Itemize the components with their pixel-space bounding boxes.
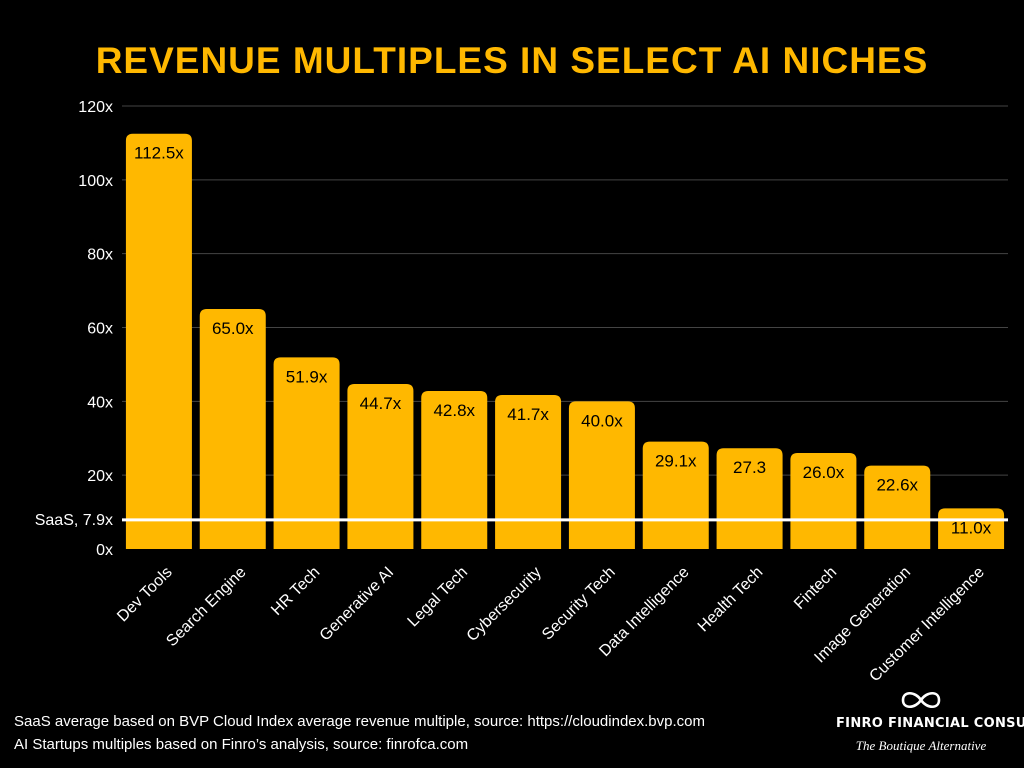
data-label: 11.0x: [951, 518, 992, 537]
bar-chart: 0x 20x 40x 60x 80x 100x 120x 112.5x Dev Tools 65.…: [35, 99, 1008, 685]
y-tick-label: 0x: [96, 542, 113, 559]
bar: [568, 401, 635, 549]
category-label: Fintech: [791, 564, 840, 613]
category-label: Generative AI: [317, 564, 398, 645]
bar: [495, 395, 562, 549]
data-label: 40.0x: [581, 411, 623, 430]
y-tick-label: 40x: [87, 394, 113, 411]
data-label: 51.9x: [286, 367, 328, 386]
category-label: Dev Tools: [114, 564, 175, 625]
bar: [716, 448, 783, 549]
y-tick-label: 60x: [87, 321, 113, 338]
data-label: 112.5x: [134, 144, 184, 163]
category-label: Security Tech: [539, 564, 619, 644]
footnotes: SaaS average based on BVP Cloud Index av…: [14, 710, 705, 756]
data-label: 22.6x: [876, 476, 918, 495]
bar: [273, 357, 340, 549]
data-label: 41.7x: [507, 405, 549, 424]
bar: [125, 133, 192, 549]
brand-tagline: The Boutique Alternative: [855, 738, 987, 753]
category-label: Legal Tech: [405, 564, 472, 631]
data-label: 29.1x: [655, 452, 697, 471]
data-label: 26.0x: [803, 463, 845, 482]
data-label: 42.8x: [433, 401, 475, 420]
data-label: 27.3: [733, 458, 766, 477]
saas-reference-label: SaaS, 7.9x: [35, 512, 113, 529]
y-tick-label: 100x: [78, 173, 113, 190]
y-tick-label: 120x: [78, 99, 113, 116]
bar: [642, 441, 709, 549]
chart-title: REVENUE MULTIPLES IN SELECT AI NICHES: [95, 40, 929, 81]
brand-name: FINRO FINANCIAL CONSULTING: [836, 716, 1024, 731]
category-label: Search Engine: [163, 564, 249, 650]
footnote-ai-source: AI Startups multiples based on Finro’s a…: [14, 736, 469, 753]
bar: [421, 390, 488, 549]
category-label: HR Tech: [268, 564, 323, 619]
y-tick-label: 80x: [87, 247, 113, 264]
bar: [790, 453, 857, 549]
data-label: 44.7x: [360, 394, 402, 413]
footnote-saas-source: SaaS average based on BVP Cloud Index av…: [14, 713, 705, 730]
category-label: Health Tech: [695, 564, 767, 636]
data-label: 65.0x: [212, 319, 254, 338]
bar: [347, 383, 414, 549]
bar: [864, 465, 931, 549]
brand-block: FINRO FINANCIAL CONSULTING The Boutique …: [836, 688, 1024, 754]
infinity-icon: [901, 691, 941, 709]
bar: [199, 309, 266, 549]
y-tick-label: 20x: [87, 468, 113, 485]
category-label: Cybersecurity: [464, 564, 545, 645]
